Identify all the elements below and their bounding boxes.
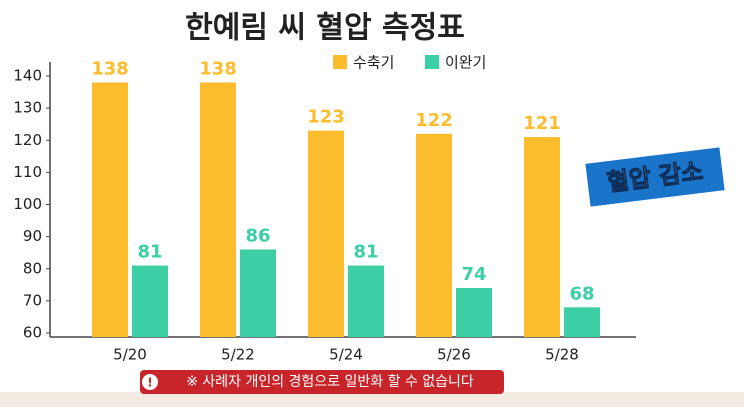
y-tick-label: 130 xyxy=(13,99,42,117)
bar xyxy=(524,137,560,337)
warning-icon xyxy=(142,374,158,390)
value-label: 121 xyxy=(523,113,561,134)
warning-mark: ! xyxy=(147,376,152,390)
value-label: 138 xyxy=(91,58,129,79)
x-tick-label: 5/26 xyxy=(437,346,471,364)
x-tick-label: 5/22 xyxy=(221,346,255,364)
legend-label: 이완기 xyxy=(445,54,486,72)
x-tick-label: 5/24 xyxy=(329,346,363,364)
value-label: 81 xyxy=(353,242,378,263)
badge-box xyxy=(582,144,728,210)
bar xyxy=(132,265,168,337)
value-label: 81 xyxy=(137,242,162,263)
footnote-box xyxy=(140,370,504,394)
y-tick-label: 90 xyxy=(23,227,42,245)
value-label: 122 xyxy=(415,110,453,131)
bar xyxy=(240,249,276,337)
value-label: 68 xyxy=(569,283,594,304)
bar xyxy=(308,130,344,337)
bar xyxy=(92,82,128,337)
value-label: 123 xyxy=(307,107,345,128)
bar xyxy=(416,133,452,337)
bar xyxy=(348,265,384,337)
bar xyxy=(200,82,236,337)
value-label: 138 xyxy=(199,58,237,79)
value-label: 74 xyxy=(461,264,486,285)
chart-title: 한예림 씨 혈압 측정표 xyxy=(185,11,465,46)
bar xyxy=(564,307,600,337)
legend-swatch xyxy=(333,55,347,69)
y-tick-label: 60 xyxy=(23,324,42,342)
y-tick-label: 100 xyxy=(13,195,42,213)
y-tick-label: 80 xyxy=(23,259,42,277)
y-tick-label: 70 xyxy=(23,291,42,309)
y-tick-label: 110 xyxy=(13,163,42,181)
x-tick-label: 5/28 xyxy=(545,346,579,364)
bar xyxy=(456,288,492,337)
legend-label: 수축기 xyxy=(353,54,394,72)
legend-swatch xyxy=(425,55,439,69)
y-tick-label: 120 xyxy=(13,131,42,149)
badge: 혈압 감소 xyxy=(582,144,728,210)
value-label: 86 xyxy=(245,225,270,246)
bottom-band xyxy=(0,392,744,407)
y-tick-label: 140 xyxy=(13,67,42,85)
footnote: ※ 사례자 개인의 경험으로 일반화 할 수 없습니다 xyxy=(186,374,474,390)
x-tick-label: 5/20 xyxy=(113,346,147,364)
